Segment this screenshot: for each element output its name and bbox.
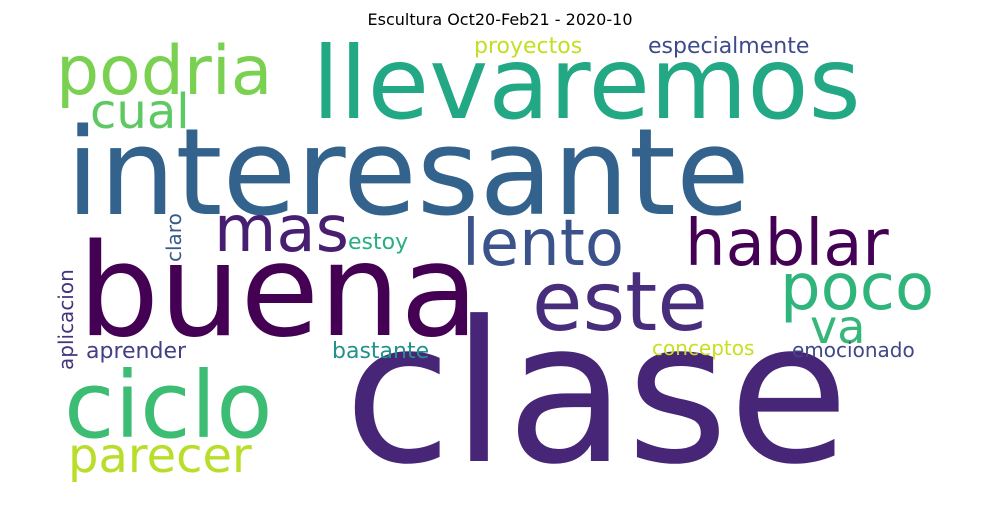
chart-title: Escultura Oct20-Feb21 - 2020-10 bbox=[367, 10, 633, 29]
word-cual: cual bbox=[90, 84, 190, 140]
word-emocionado: emocionado bbox=[792, 338, 915, 362]
word-conceptos: conceptos bbox=[652, 336, 755, 360]
word-podria: podria bbox=[56, 32, 273, 111]
word-bastante: bastante bbox=[332, 339, 430, 364]
word-este: este bbox=[532, 255, 708, 350]
word-interesante: interesante bbox=[66, 104, 750, 243]
word-parecer: parecer bbox=[68, 428, 252, 484]
word-mas: mas bbox=[214, 193, 349, 267]
word-lento: lento bbox=[462, 207, 624, 281]
word-buena: buena bbox=[78, 217, 479, 366]
word-va: va bbox=[810, 300, 866, 354]
word-proyectos: proyectos bbox=[474, 34, 583, 59]
word-aprender: aprender bbox=[86, 339, 187, 364]
word-aplicacion: aplicacion bbox=[54, 269, 78, 370]
word-llevaremos: llevaremos bbox=[312, 25, 861, 142]
word-clase: clase bbox=[344, 280, 850, 508]
word-claro: claro bbox=[162, 213, 186, 262]
word-especialmente: especialmente bbox=[648, 34, 810, 59]
word-ciclo: ciclo bbox=[64, 352, 273, 459]
word-poco: poco bbox=[780, 251, 935, 325]
word-hablar: hablar bbox=[685, 207, 889, 281]
word-estoy: estoy bbox=[348, 230, 409, 255]
